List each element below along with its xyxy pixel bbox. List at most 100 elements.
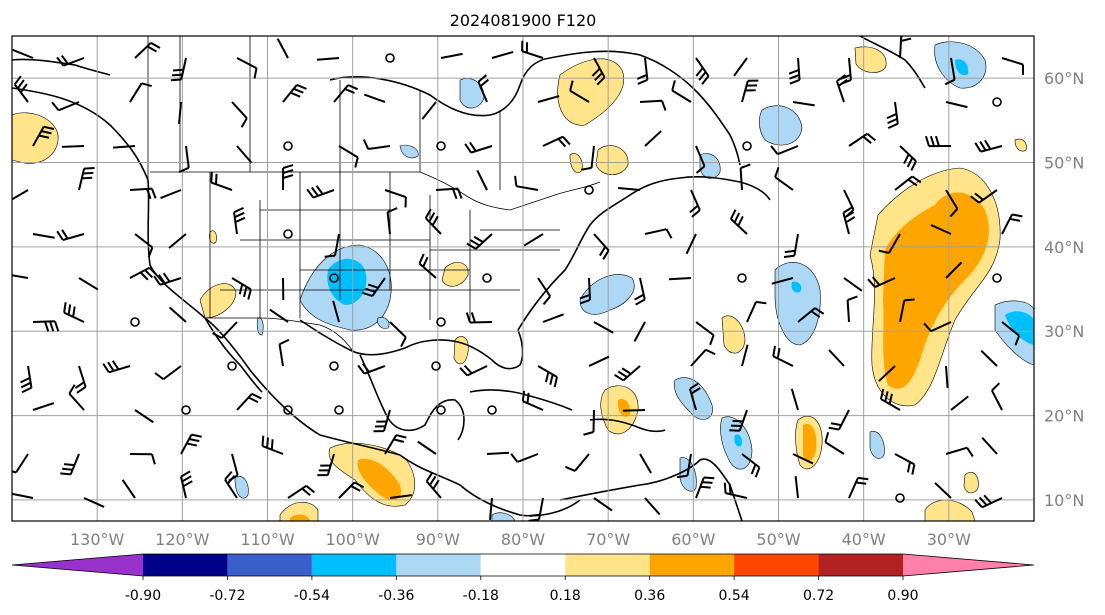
wind-barb: [899, 298, 915, 323]
wind-barb: [824, 431, 845, 455]
wind-barb: [178, 145, 190, 173]
wind-barb: [523, 233, 544, 247]
longitude-label: 80°W: [501, 530, 545, 549]
wind-barb: [112, 145, 136, 149]
wind-barb: [970, 189, 998, 204]
wind-barb: [772, 345, 794, 367]
wind-barb: [334, 405, 344, 415]
wind-barb: [992, 273, 1002, 283]
wind-barb: [564, 453, 590, 472]
wind-barb: [129, 82, 152, 103]
wind-barb: [236, 57, 258, 79]
wind-barb: [224, 470, 238, 499]
colorbar-segment: [311, 554, 397, 576]
wind-barb: [514, 175, 539, 191]
map-frame: [11, 35, 1035, 522]
wind-barb: [788, 57, 801, 85]
wind-barb: [537, 277, 552, 305]
wind-barb: [153, 272, 182, 286]
wind-barb: [843, 277, 863, 292]
negative-anomaly-region: [459, 78, 485, 109]
wind-barb: [436, 405, 446, 415]
colorbar-extend-high: [903, 554, 1034, 576]
wind-barb: [32, 320, 60, 332]
map-title: 2024081900 F120: [450, 11, 597, 30]
wind-barb: [102, 360, 131, 374]
wind-barb: [464, 141, 493, 154]
wind-barb: [78, 277, 99, 291]
wind-barb: [593, 233, 610, 260]
colorbar-segment: [649, 554, 735, 576]
wind-barb: [363, 93, 386, 103]
wind-barb: [695, 476, 715, 499]
colorbar-extend-low: [12, 554, 143, 576]
wind-barb: [746, 300, 767, 323]
latitude-label: 10°N: [1044, 491, 1084, 510]
longitude-label: 40°W: [842, 530, 886, 549]
wind-barb: [476, 169, 488, 191]
positive-anomaly-region: [209, 230, 217, 244]
wind-barb: [333, 84, 359, 103]
negative-anomaly-region: [256, 317, 264, 336]
wind-barb: [332, 300, 340, 323]
wind-barb: [521, 40, 544, 59]
latitude-label: 20°N: [1044, 407, 1084, 426]
coastline-yucatan: [359, 354, 465, 441]
wind-barb: [32, 402, 55, 411]
wind-barb: [894, 175, 922, 191]
latitude-label: 50°N: [1044, 154, 1084, 173]
positive-anomaly-region-strong: [357, 458, 402, 501]
longitude-label: 90°W: [416, 530, 460, 549]
wind-barb: [68, 384, 85, 411]
latitude-labels: 60°N 50°N 40°N 30°N 20°N 10°N: [1044, 69, 1084, 510]
wind-barb: [283, 229, 293, 239]
wind-barb: [879, 388, 901, 411]
wind-barb: [180, 433, 202, 455]
wind-barb: [633, 321, 646, 342]
wind-barb: [56, 55, 85, 67]
wind-barb: [440, 52, 463, 59]
wind-barb: [510, 453, 539, 463]
wind-barb: [13, 75, 29, 103]
negative-anomaly-region-strong: [1005, 311, 1034, 345]
negative-anomaly-region-strong: [734, 434, 743, 447]
wind-barb: [482, 273, 492, 283]
map-area: 130°W 120°W 110°W 100°W 90°W 80°W 70°W 60°W 50°W…: [11, 35, 1084, 549]
wind-barb: [168, 306, 187, 323]
coastline-greenland: [859, 36, 926, 89]
wind-barb: [828, 349, 845, 367]
colorbar-segment: [227, 554, 312, 576]
positive-anomaly-region-strong: [290, 514, 310, 521]
wind-barb: [741, 79, 759, 103]
wind-barb: [792, 101, 815, 107]
wind-barb: [690, 348, 716, 367]
positive-anomaly-region: [854, 46, 887, 73]
coastline-labrador: [549, 50, 741, 166]
wind-barb: [980, 349, 998, 367]
wind-barb: [794, 476, 799, 499]
wind-barb: [316, 57, 340, 61]
wind-barb: [459, 364, 488, 377]
wind-barb: [644, 130, 662, 147]
wind-barb: [362, 139, 391, 151]
wind-barb: [945, 446, 974, 457]
wind-barb: [436, 317, 446, 327]
wind-barb: [283, 405, 293, 415]
wind-barb: [282, 83, 307, 103]
wind-barb: [134, 41, 161, 59]
wind-barb: [338, 481, 365, 499]
wind-barb: [357, 363, 386, 375]
negative-anomaly-region: [491, 512, 516, 521]
wind-barb: [636, 57, 649, 85]
positive-anomaly-region: [12, 112, 59, 164]
colorbar-tick-label: 0.72: [803, 588, 834, 604]
wind-barb: [329, 273, 339, 283]
wind-barb: [12, 273, 29, 279]
wind-barb: [78, 167, 95, 191]
positive-anomaly-region: [924, 499, 976, 521]
border-us-mexico: [205, 317, 353, 351]
colorbar-tick-label: -0.54: [294, 588, 330, 604]
wind-barb: [848, 476, 869, 499]
colorbar-tick-label: -0.18: [463, 588, 499, 604]
wind-barb: [154, 365, 182, 381]
